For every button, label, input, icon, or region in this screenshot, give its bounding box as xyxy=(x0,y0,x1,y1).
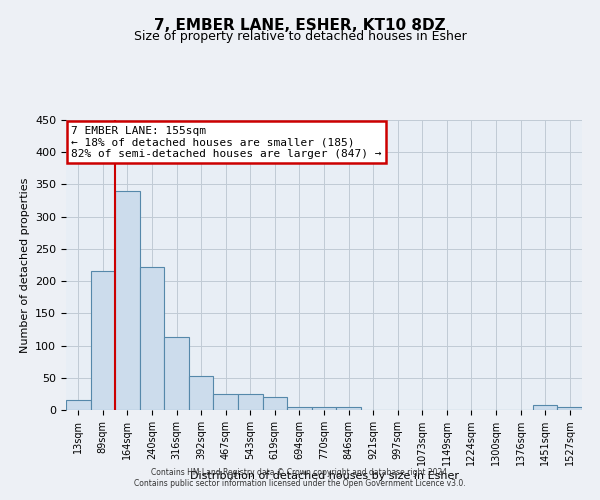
Bar xyxy=(312,407,336,410)
Bar xyxy=(238,394,263,410)
Y-axis label: Number of detached properties: Number of detached properties xyxy=(20,178,29,352)
X-axis label: Distribution of detached houses by size in Esher: Distribution of detached houses by size … xyxy=(190,471,458,481)
Text: 7, EMBER LANE, ESHER, KT10 8DZ: 7, EMBER LANE, ESHER, KT10 8DZ xyxy=(154,18,446,32)
Text: 7 EMBER LANE: 155sqm
← 18% of detached houses are smaller (185)
82% of semi-deta: 7 EMBER LANE: 155sqm ← 18% of detached h… xyxy=(71,126,382,159)
Bar xyxy=(336,407,361,410)
Bar xyxy=(263,397,287,410)
Bar xyxy=(140,267,164,410)
Bar xyxy=(115,191,140,410)
Bar xyxy=(287,407,312,410)
Text: Contains HM Land Registry data © Crown copyright and database right 2024.
Contai: Contains HM Land Registry data © Crown c… xyxy=(134,468,466,487)
Bar xyxy=(164,337,189,410)
Bar xyxy=(189,376,214,410)
Bar xyxy=(66,400,91,410)
Bar xyxy=(557,407,582,410)
Bar xyxy=(91,272,115,410)
Bar xyxy=(533,405,557,410)
Bar xyxy=(214,394,238,410)
Text: Size of property relative to detached houses in Esher: Size of property relative to detached ho… xyxy=(134,30,466,43)
